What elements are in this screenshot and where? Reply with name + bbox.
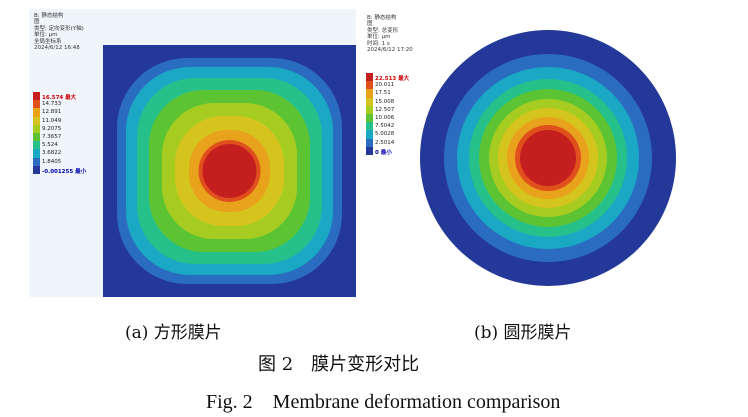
legend-value: 1.8405 <box>42 158 62 165</box>
color-legend: 22.513 最大 20.011 17.51 15.008 12.507 10.… <box>366 73 456 156</box>
circular-membrane-panel: B: 静态结构 图 类型: 总变形 单位: μm 时间: 1 s 2024/6/… <box>362 11 687 298</box>
legend-value: 12.891 <box>42 109 62 116</box>
legend-value: 15.008 <box>375 98 395 105</box>
legend-swatch <box>366 113 373 123</box>
figure-caption-chinese: 图 2 膜片变形对比 <box>258 354 420 375</box>
legend-min-value: -0.001255 最小 <box>42 168 87 175</box>
legend-row: 16.574 最大 <box>33 92 123 101</box>
legend-row: 5.0028 <box>366 130 456 139</box>
legend-swatch <box>366 89 373 98</box>
legend-row: 12.507 <box>366 105 456 114</box>
result-info: B: 静态结构 图 类型: 定向变形(Y轴) 单位: μm 全局坐标系 2024… <box>34 13 84 51</box>
info-line: 类型: 定向变形(Y轴) <box>34 25 84 32</box>
legend-value: 5.524 <box>42 142 58 149</box>
legend-row: 1.8405 <box>33 157 123 166</box>
legend-row: 10.006 <box>366 113 456 123</box>
info-line: 图 <box>367 21 373 28</box>
color-legend: 16.574 最大 14.733 12.891 11.049 9.2075 7.… <box>33 92 123 175</box>
legend-row: 3.6822 <box>33 149 123 158</box>
legend-row: 15.008 <box>366 97 456 106</box>
legend-swatch <box>366 81 373 90</box>
legend-swatch <box>366 138 373 147</box>
legend-row: 9.2075 <box>33 124 123 133</box>
figure-caption-english: Fig. 2 Membrane deformation comparison <box>206 391 561 413</box>
legend-row: 2.5014 <box>366 138 456 147</box>
subfigure-caption-b: (b) 圆形膜片 <box>474 323 572 343</box>
legend-swatch <box>33 132 40 142</box>
legend-swatch <box>33 141 40 150</box>
circular-deformation-contour <box>420 30 676 286</box>
legend-swatch <box>33 116 40 125</box>
square-membrane-panel: B: 静态结构 图 类型: 定向变形(Y轴) 单位: μm 全局坐标系 2024… <box>29 9 356 297</box>
info-line: 2024/6/12 16:48 <box>34 45 80 52</box>
legend-value: 14.733 <box>42 101 62 108</box>
legend-max-value: 22.513 最大 <box>375 76 410 82</box>
legend-swatch <box>366 130 373 139</box>
legend-value: 5.0028 <box>375 131 395 138</box>
legend-min-value: 0 最小 <box>375 149 392 156</box>
info-line: 时间: 1 s <box>367 40 390 47</box>
legend-value: 3.6822 <box>42 150 62 157</box>
legend-row: 20.011 <box>366 81 456 90</box>
legend-value: 2.5014 <box>375 139 395 146</box>
info-line: B: 静态结构 <box>367 15 397 21</box>
legend-row: 14.733 <box>33 100 123 109</box>
square-deformation-contour <box>103 45 356 297</box>
legend-swatch <box>366 105 373 114</box>
legend-row: -0.001255 最小 <box>33 165 123 175</box>
legend-swatch <box>33 92 40 101</box>
legend-row: 11.049 <box>33 116 123 125</box>
info-line: 类型: 总变形 <box>367 27 399 34</box>
legend-value: 10.006 <box>375 114 395 121</box>
subfigure-caption-a: (a) 方形膜片 <box>125 323 222 343</box>
legend-swatch <box>33 149 40 158</box>
contour-max-region <box>520 130 576 186</box>
legend-row: 7.5042 <box>366 122 456 131</box>
legend-value: 9.2075 <box>42 125 62 132</box>
legend-swatch <box>33 157 40 166</box>
legend-row: 0 最小 <box>366 146 456 156</box>
legend-row: 22.513 最大 <box>366 73 456 82</box>
info-line: 2024/6/12 17:20 <box>367 47 413 54</box>
legend-swatch <box>33 100 40 109</box>
legend-row: 12.891 <box>33 108 123 117</box>
legend-swatch <box>33 108 40 117</box>
legend-row: 7.3657 <box>33 132 123 142</box>
legend-swatch <box>366 97 373 106</box>
legend-swatch <box>366 146 373 155</box>
info-line: B: 静态结构 <box>34 13 64 19</box>
contour-max-region <box>202 144 257 198</box>
legend-max-value: 16.574 最大 <box>42 95 77 101</box>
info-line: 图 <box>34 19 40 26</box>
legend-swatch <box>33 124 40 133</box>
legend-value: 17.51 <box>375 90 391 97</box>
legend-value: 7.3657 <box>42 133 62 140</box>
result-info: B: 静态结构 图 类型: 总变形 单位: μm 时间: 1 s 2024/6/… <box>367 15 413 53</box>
legend-value: 20.011 <box>375 82 395 89</box>
legend-value: 7.5042 <box>375 123 395 130</box>
info-line: 单位: μm <box>34 32 58 39</box>
legend-swatch <box>366 122 373 131</box>
info-line: 全局坐标系 <box>34 38 62 45</box>
legend-value: 11.049 <box>42 117 62 124</box>
legend-swatch <box>33 165 40 174</box>
legend-row: 5.524 <box>33 141 123 150</box>
legend-row: 17.51 <box>366 89 456 98</box>
legend-swatch <box>366 73 373 82</box>
legend-value: 12.507 <box>375 106 395 113</box>
info-line: 单位: μm <box>367 34 391 41</box>
